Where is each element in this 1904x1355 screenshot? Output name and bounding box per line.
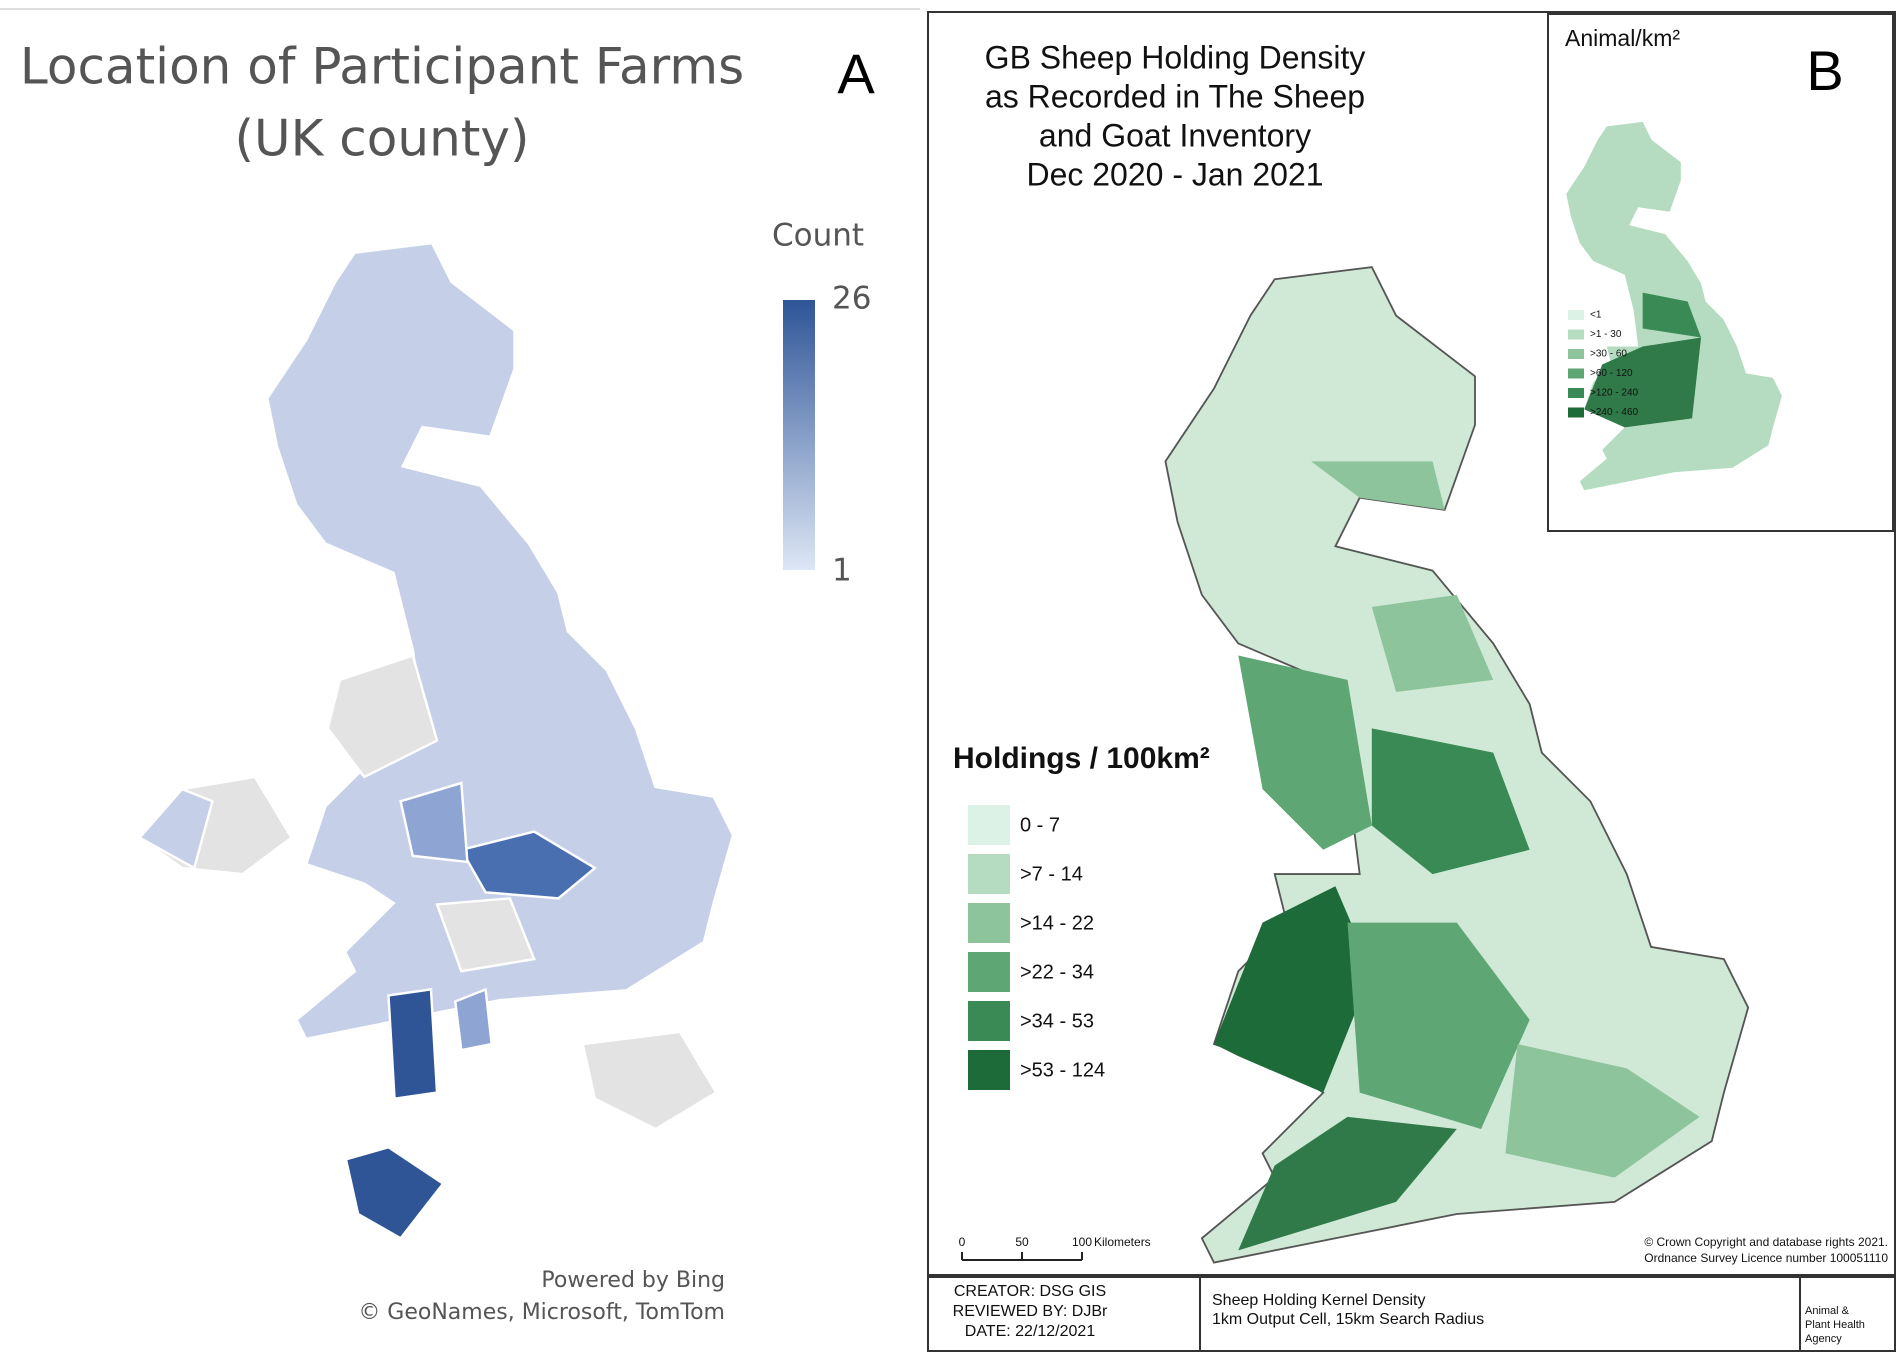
inset-swatch (1568, 388, 1584, 398)
sheep-density-map (1164, 266, 1750, 1264)
legend-label: >14 - 22 (1020, 912, 1094, 934)
footer-agency: Plant Health (1805, 1319, 1865, 1331)
scale-label: 100 (1072, 1235, 1092, 1249)
inset-label: >240 - 460 (1590, 407, 1639, 418)
scale-max: 26 (832, 281, 871, 317)
inset-map (1566, 121, 1782, 491)
scale-label: 50 (1015, 1235, 1029, 1249)
legend-label: >34 - 53 (1020, 1010, 1094, 1032)
credit: Powered by Bing (541, 1268, 725, 1293)
inset-label: >120 - 240 (1590, 388, 1639, 399)
legend-label: >22 - 34 (1020, 961, 1094, 983)
legend-label: >7 - 14 (1020, 863, 1083, 885)
inset-label: >30 - 60 (1590, 349, 1627, 360)
panel-b-title: GB Sheep Holding Density (985, 39, 1366, 75)
panel-label: A (837, 42, 875, 105)
inset-label: >60 - 120 (1590, 368, 1633, 379)
copyright: © Crown Copyright and database rights 20… (1644, 1235, 1888, 1249)
credit: © GeoNames, Microsoft, TomTom (358, 1300, 725, 1325)
color-scale (783, 300, 815, 570)
panel-b-title: as Recorded in The Sheep (985, 78, 1365, 114)
panel-label: B (1806, 39, 1843, 102)
footer-agency: Animal & (1805, 1305, 1850, 1317)
inset-swatch (1568, 407, 1584, 418)
panel-b-title: and Goat Inventory (1039, 117, 1311, 153)
inset-swatch (1568, 310, 1584, 320)
scale-unit: Kilometers (1094, 1235, 1151, 1249)
inset-label: <1 (1590, 310, 1602, 321)
legend-title: Holdings / 100km² (953, 742, 1210, 775)
footer-credit: CREATOR: DSG GIS (954, 1283, 1106, 1300)
legend-label: 0 - 7 (1020, 814, 1060, 836)
scale-label: 0 (959, 1235, 966, 1249)
panel-a-title: Location of Participant Farms (20, 38, 744, 96)
legend-swatch (968, 854, 1010, 894)
inset-swatch (1568, 368, 1584, 379)
inset-title: Animal/km² (1565, 25, 1680, 51)
scale-min: 1 (832, 553, 852, 589)
inset-swatch (1568, 349, 1584, 359)
footer-agency: Agency (1805, 1333, 1842, 1345)
legend-swatch (968, 1050, 1010, 1090)
footer-credit: REVIEWED BY: DJBr (953, 1303, 1108, 1320)
panel-a-title: (UK county) (235, 110, 530, 168)
footer-frame (927, 1276, 1896, 1352)
legend-swatch (968, 903, 1010, 943)
county-highlights (137, 654, 718, 1240)
copyright: Ordnance Survey Licence number 100051110 (1644, 1251, 1888, 1265)
legend-label: >53 - 124 (1020, 1059, 1105, 1081)
inset-swatch (1568, 329, 1584, 340)
legend-swatch (968, 952, 1010, 992)
footer-description: 1km Output Cell, 15km Search Radius (1212, 1311, 1484, 1328)
panel-b-title: Dec 2020 - Jan 2021 (1026, 156, 1323, 192)
footer-credit: DATE: 22/12/2021 (965, 1323, 1096, 1340)
footer-description: Sheep Holding Kernel Density (1212, 1292, 1425, 1309)
legend-swatch (968, 805, 1010, 845)
legend-title: Count (772, 218, 864, 254)
legend-swatch (968, 1001, 1010, 1041)
scale-bar: 0 50 100 Kilometers (959, 1235, 1151, 1261)
inset-label: >1 - 30 (1590, 329, 1622, 340)
